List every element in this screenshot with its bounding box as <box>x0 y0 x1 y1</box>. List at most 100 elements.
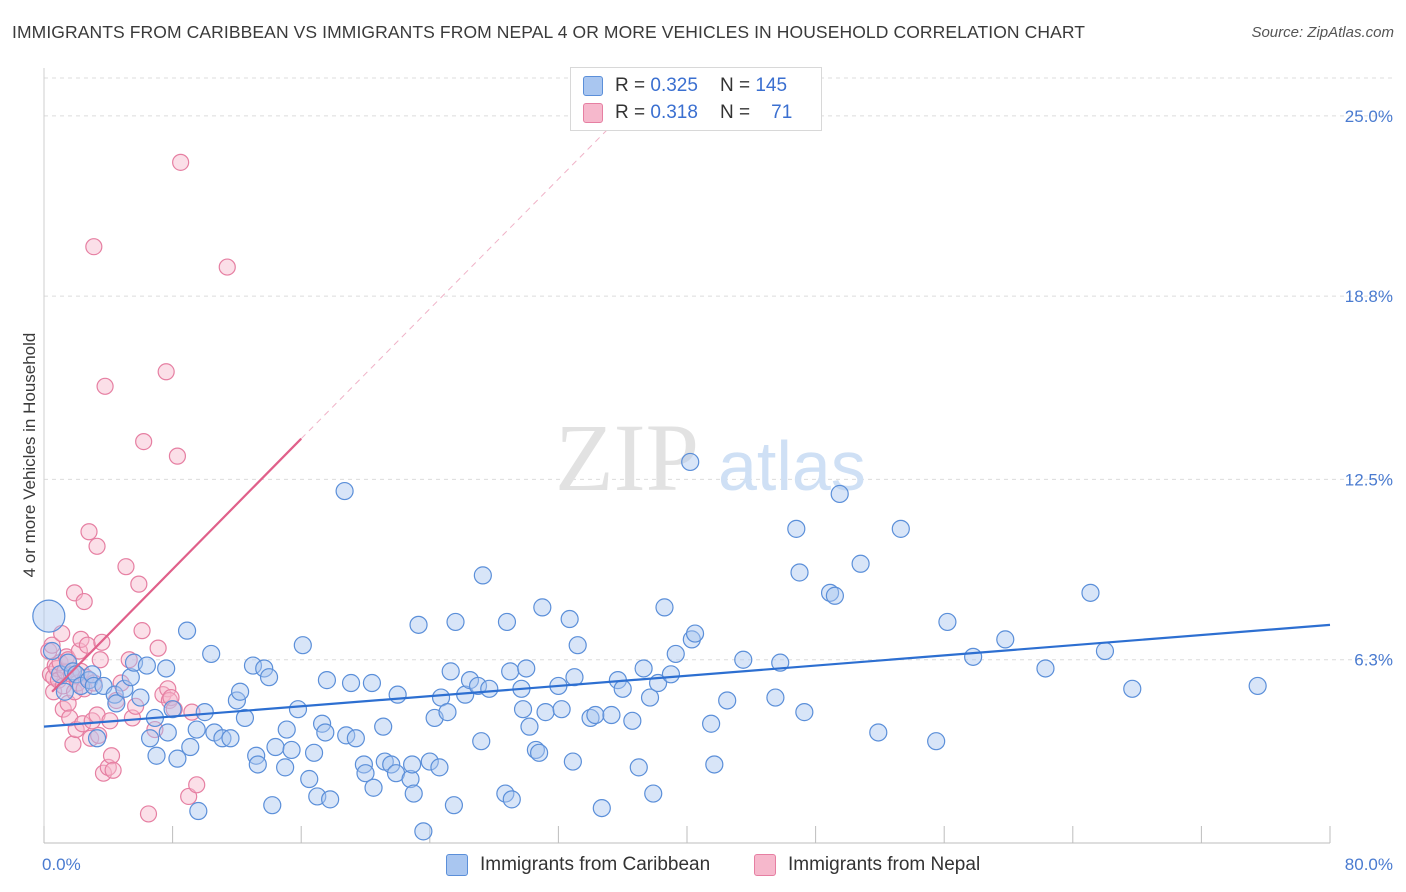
caribbean-point <box>661 665 681 684</box>
caribbean-point <box>177 621 197 640</box>
caribbean-point <box>403 755 422 774</box>
caribbean-point <box>560 609 579 629</box>
caribbean-point <box>629 758 648 777</box>
legend-r-label: R = <box>615 102 646 123</box>
source-label: Source: ZipAtlas.com <box>1251 24 1394 41</box>
tick-labels: 6.3% 12.5% 18.8% 25.0% 0.0% 80.0% <box>42 107 1393 874</box>
caribbean-point <box>472 732 491 751</box>
caribbean-point <box>107 694 126 713</box>
caribbean-point <box>288 700 308 719</box>
caribbean-point <box>277 720 296 739</box>
nepal-point <box>88 537 106 555</box>
caribbean-point <box>602 705 621 725</box>
caribbean-point <box>501 662 520 681</box>
watermark-atlas: atlas <box>718 427 866 505</box>
x-tick-label: 0.0% <box>42 855 81 874</box>
caribbean-legend-swatch <box>446 854 468 876</box>
caribbean-point <box>168 749 187 768</box>
caribbean-point <box>243 656 263 675</box>
caribbean-point <box>115 679 134 698</box>
nepal-point <box>157 363 175 381</box>
legend-r-value: 0.325 <box>650 75 698 96</box>
caribbean-point <box>536 703 555 722</box>
nepal-swatch <box>583 103 603 123</box>
caribbean-point <box>446 612 465 632</box>
legend-label-caribbean: Immigrants from Caribbean <box>480 854 711 875</box>
caribbean-point <box>356 764 375 783</box>
legend-n-label: N = <box>719 102 751 123</box>
nepal-point <box>91 651 109 669</box>
nepal-point <box>130 575 148 593</box>
caribbean-point <box>293 636 312 655</box>
y-axis-label: 4 or more Vehicles in Household <box>20 333 39 578</box>
caribbean-point <box>316 723 335 742</box>
nepal-point <box>78 636 97 654</box>
caribbean-point <box>263 796 282 815</box>
caribbean-point <box>685 624 705 643</box>
nepal-point <box>117 558 135 576</box>
caribbean-point <box>996 630 1015 649</box>
nepal-point <box>75 592 93 611</box>
caribbean-point <box>317 671 337 690</box>
caribbean-point <box>158 723 177 742</box>
caribbean-point <box>401 769 420 789</box>
nepal-point <box>85 238 103 256</box>
trend-lines <box>43 130 1331 728</box>
nepal-point <box>149 639 167 657</box>
caribbean-point <box>1095 641 1115 661</box>
caribbean-point <box>335 481 354 501</box>
caribbean-point <box>825 586 844 605</box>
caribbean-point <box>766 688 785 707</box>
caribbean-point <box>533 598 552 617</box>
caribbean-point <box>364 778 383 797</box>
caribbean-point <box>235 708 255 728</box>
nepal-legend-swatch <box>754 854 776 876</box>
caribbean-point <box>681 452 700 472</box>
caribbean-point <box>613 679 632 698</box>
caribbean-point <box>513 700 533 719</box>
caribbean-point <box>181 737 200 757</box>
caribbean-point <box>255 659 274 678</box>
caribbean-point <box>502 790 521 809</box>
nepal-point <box>180 787 198 806</box>
legend-r-value: 0.318 <box>650 102 698 123</box>
caribbean-point <box>702 714 721 733</box>
caribbean-point <box>644 784 663 803</box>
caribbean-point <box>404 784 423 803</box>
caribbean-point <box>163 700 182 719</box>
caribbean-points <box>32 452 1267 841</box>
caribbean-point <box>787 519 806 538</box>
caribbean-point <box>430 758 449 777</box>
caribbean-point <box>374 717 393 736</box>
y-tick-label: 25.0% <box>1345 107 1393 126</box>
caribbean-point <box>473 566 492 585</box>
caribbean-point <box>276 758 295 777</box>
caribbean-point <box>441 662 460 681</box>
caribbean-point <box>187 720 206 739</box>
chart-title: IMMIGRANTS FROM CARIBBEAN VS IMMIGRANTS … <box>12 22 1086 42</box>
caribbean-point <box>468 676 488 696</box>
caribbean-point <box>568 636 587 655</box>
caribbean-point <box>592 798 611 818</box>
caribbean-point <box>420 752 439 771</box>
caribbean-point <box>682 630 701 649</box>
caribbean-point <box>42 641 62 661</box>
caribbean-point <box>623 711 642 730</box>
caribbean-point <box>1123 679 1142 698</box>
caribbean-point <box>517 659 536 678</box>
caribbean-point <box>530 743 549 762</box>
nepal-point <box>72 630 90 648</box>
x-tick-label: 80.0% <box>1345 855 1393 874</box>
caribbean-point <box>137 656 156 675</box>
caribbean-point <box>851 554 870 573</box>
caribbean-point <box>83 665 102 684</box>
y-tick-label: 12.5% <box>1345 470 1393 489</box>
caribbean-point <box>634 659 653 678</box>
caribbean-point <box>927 732 946 751</box>
caribbean-point <box>87 729 107 748</box>
caribbean-point <box>304 743 324 762</box>
caribbean-point <box>362 673 382 693</box>
watermark-zip: ZIP <box>555 404 699 511</box>
caribbean-point <box>790 563 809 582</box>
caribbean-point <box>830 484 849 504</box>
